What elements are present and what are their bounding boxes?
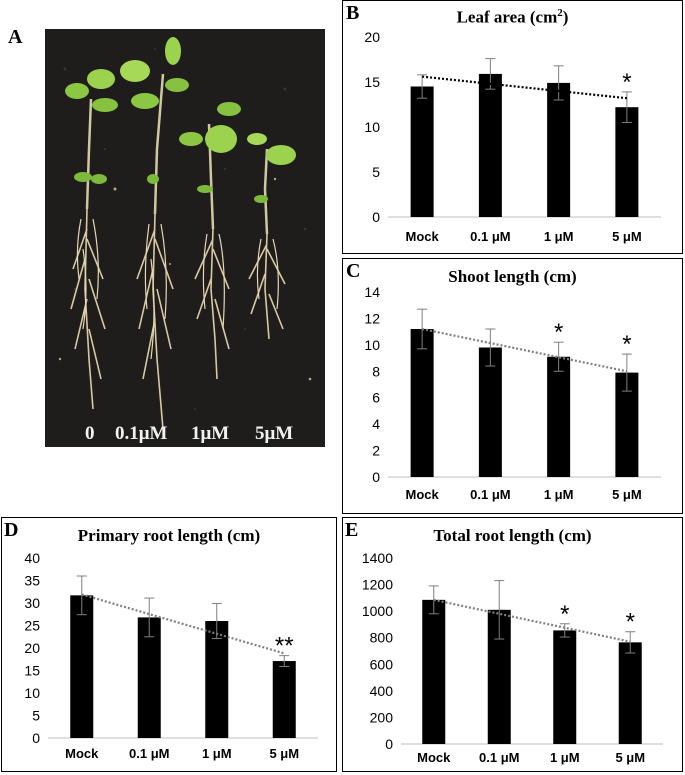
y-tick-label: 40 — [24, 550, 40, 566]
x-tick-label: 5 μM — [612, 229, 642, 244]
y-tick-label: 600 — [370, 656, 394, 672]
y-tick-label: 800 — [370, 630, 394, 646]
bar — [547, 356, 571, 477]
chart-title: Shoot length (cm) — [448, 267, 577, 286]
trendline — [421, 327, 628, 373]
bar — [547, 82, 571, 218]
significance-marker: * — [560, 601, 569, 628]
x-tick-label: Mock — [406, 487, 440, 502]
bar — [410, 329, 434, 477]
x-tick-label: Mock — [406, 229, 440, 244]
y-tick-label: 0 — [32, 730, 40, 746]
chart-primary-root-length: Primary root length (cm) 0 5 10 15 20 25 30 35 4… — [1, 517, 337, 772]
panel-d-letter: D — [4, 519, 19, 541]
x-tick-label: 0.1 μM — [470, 487, 510, 502]
bar — [410, 86, 434, 217]
trendline — [433, 598, 631, 643]
x-tick-label: 1 μM — [550, 750, 580, 765]
y-tick-label: 15 — [364, 74, 380, 90]
seedling-photo: 0 0.1μM 1μM 5μM — [45, 29, 325, 447]
y-tick-label: 25 — [24, 618, 40, 634]
y-tick-label: 30 — [24, 595, 40, 611]
significance-marker: * — [554, 319, 563, 346]
y-tick-label: 8 — [372, 363, 380, 379]
y-tick-label: 10 — [24, 685, 40, 701]
y-tick-label: 20 — [24, 640, 40, 656]
bar — [422, 599, 446, 744]
significance-marker: * — [626, 609, 635, 636]
chart-title: Primary root length (cm) — [77, 526, 261, 545]
y-tick-label: 1200 — [362, 577, 393, 593]
x-tick-label: 1 μM — [202, 746, 232, 761]
y-tick-label: 10 — [364, 337, 380, 353]
significance-marker: ** — [275, 633, 294, 660]
panel-a-letter: A — [8, 26, 23, 48]
bar — [615, 372, 639, 477]
photo-label-0: 0 — [85, 423, 95, 444]
x-tick-label: 1 μM — [544, 487, 574, 502]
y-tick-label: 200 — [370, 709, 394, 725]
photo-label-1uM: 1μM — [191, 423, 230, 444]
y-tick-label: 1400 — [362, 550, 393, 566]
y-tick-label: 400 — [370, 683, 394, 699]
panel-c-letter: C — [346, 260, 361, 282]
x-tick-label: 0.1 μM — [479, 750, 519, 765]
chart-plot-C: 0 2 4 6 8 10 12 14 Mock 0.1 μM 1 μM * 5 μM * — [364, 284, 661, 502]
x-tick-label: 1 μM — [544, 229, 574, 244]
photo-label-0-1uM: 0.1μM — [115, 423, 168, 444]
bar — [478, 347, 502, 477]
y-tick-label: 4 — [372, 416, 380, 432]
seedling-1uM — [179, 102, 241, 380]
y-tick-label: 6 — [372, 390, 380, 406]
bar — [618, 642, 642, 744]
chart-leaf-area: Leaf area (cm2) 0 5 10 15 20 Mock 0.1 μM 1 μM 5 … — [342, 0, 683, 254]
chart-title: Total root length (cm) — [433, 526, 592, 545]
y-tick-label: 12 — [364, 310, 380, 326]
y-tick-label: 15 — [24, 663, 40, 679]
bar — [70, 595, 94, 738]
y-tick-label: 5 — [32, 708, 40, 724]
x-tick-label: Mock — [65, 746, 99, 761]
chart-shoot-length: Shoot length (cm) 0 2 4 6 8 10 12 14 Mock 0.1 μM 1… — [342, 258, 683, 514]
y-tick-label: 5 — [372, 164, 380, 180]
y-tick-label: 10 — [364, 119, 380, 135]
significance-marker: * — [622, 69, 631, 96]
bar — [478, 73, 502, 218]
x-tick-label: 5 μM — [615, 750, 645, 765]
bar — [487, 609, 511, 744]
bar — [137, 617, 161, 738]
bar — [272, 661, 296, 738]
y-tick-label: 0 — [385, 736, 393, 752]
y-tick-label: 14 — [364, 284, 380, 300]
x-tick-label: 0.1 μM — [470, 229, 510, 244]
x-tick-label: 5 μM — [269, 746, 299, 761]
photo-label-5uM: 5μM — [255, 423, 294, 444]
x-tick-label: Mock — [417, 750, 451, 765]
y-tick-label: 0 — [372, 209, 380, 225]
y-tick-label: 2 — [372, 443, 380, 459]
trendline — [422, 75, 627, 100]
panel-b-letter: B — [346, 2, 360, 24]
chart-plot-E: 0 200 400 600 800 1000 1200 1400 Mock 0.1 μM 1 μM *… — [362, 550, 663, 765]
x-tick-label: 0.1 μM — [129, 746, 169, 761]
y-tick-label: 20 — [364, 29, 380, 45]
bar — [553, 630, 577, 744]
seedling-0-1uM — [120, 37, 189, 430]
chart-title: Leaf area (cm2) — [456, 7, 569, 27]
seedling-illustration — [58, 37, 312, 430]
chart-total-root-length: Total root length (cm) 0 200 400 600 800 1000… — [342, 517, 683, 772]
y-tick-label: 0 — [372, 469, 380, 485]
bar — [615, 107, 639, 217]
chart-plot-D: 0 5 10 15 20 25 30 35 40 Mock 0.1 μM 1 μM 5 μM ** — [24, 550, 318, 761]
y-tick-label: 1000 — [362, 603, 393, 619]
x-tick-label: 5 μM — [612, 487, 642, 502]
chart-plot-B: 0 5 10 15 20 Mock 0.1 μM 1 μM 5 μM * — [364, 29, 661, 244]
seedling-mock — [65, 69, 118, 410]
trendline — [81, 593, 285, 655]
significance-marker: * — [622, 331, 631, 358]
panel-e-letter: E — [345, 519, 359, 541]
seedling-5uM — [247, 133, 296, 340]
y-tick-label: 35 — [24, 573, 40, 589]
bar — [205, 621, 229, 738]
